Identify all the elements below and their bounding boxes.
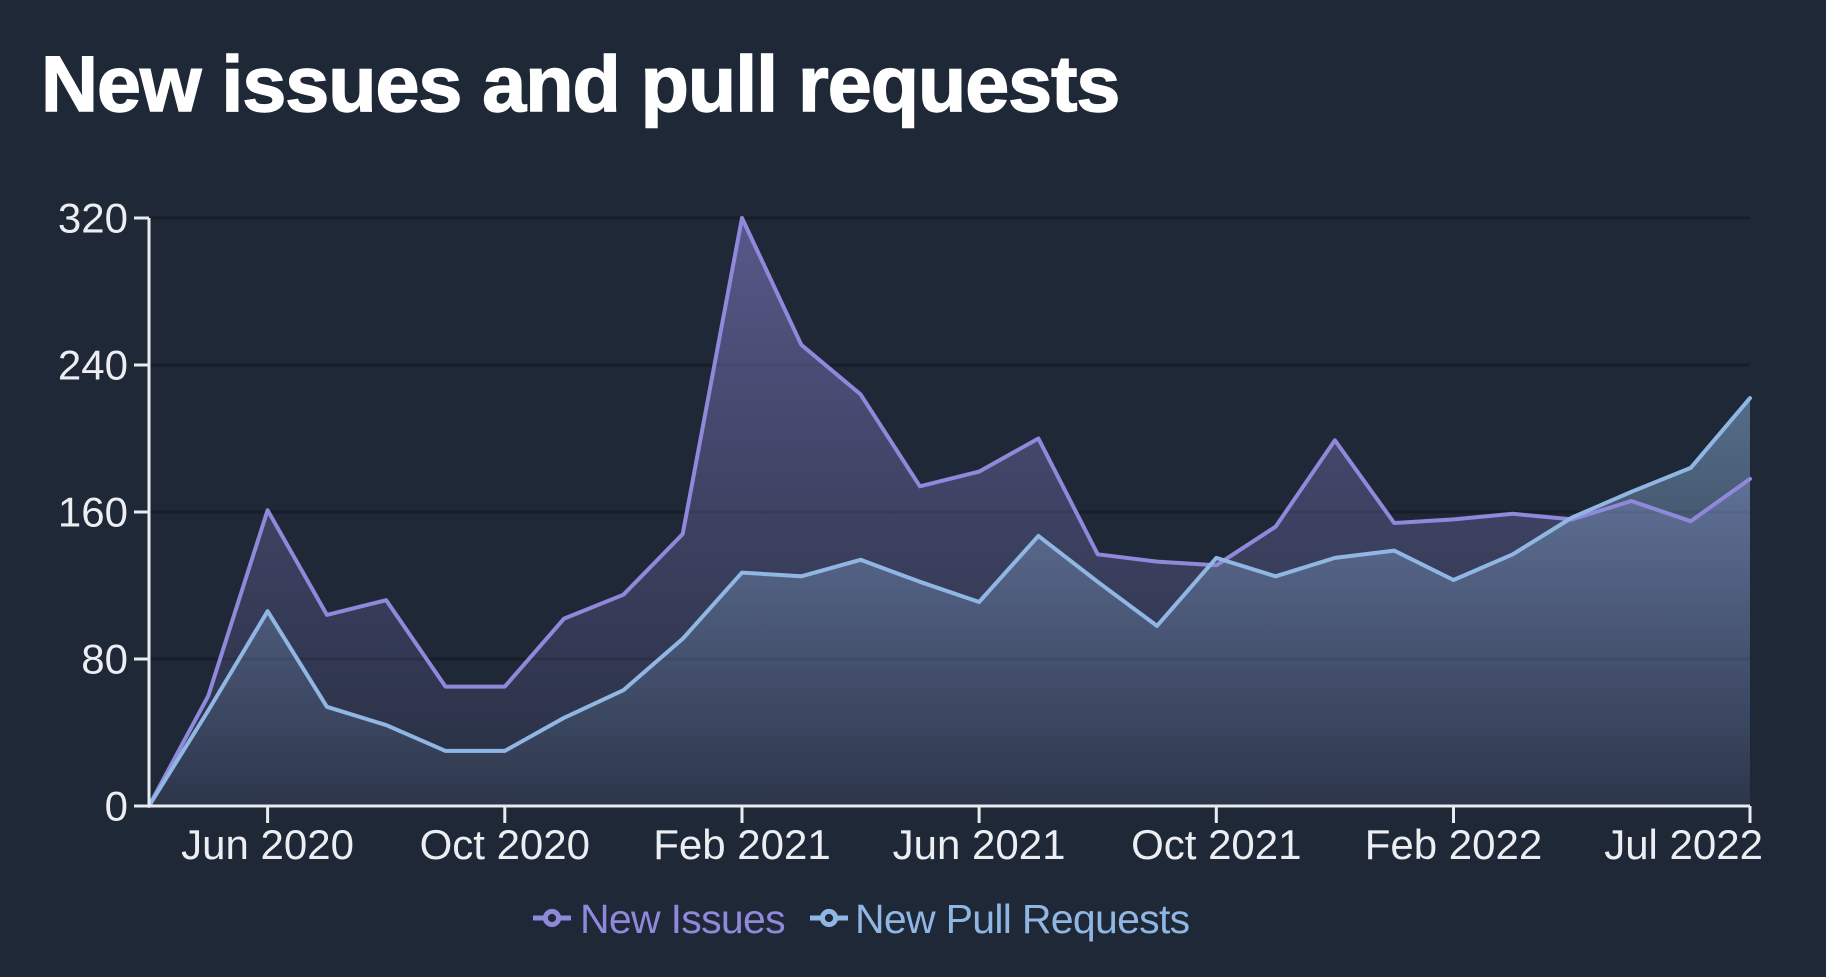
svg-text:Feb 2021: Feb 2021: [653, 821, 830, 868]
svg-text:New issues and pull requests: New issues and pull requests: [41, 39, 1119, 128]
svg-text:0: 0: [105, 783, 128, 830]
svg-text:New Issues: New Issues: [580, 896, 785, 942]
svg-text:320: 320: [58, 195, 128, 242]
svg-text:80: 80: [81, 636, 128, 683]
svg-text:Jul 2022: Jul 2022: [1604, 821, 1763, 868]
svg-text:New Pull Requests: New Pull Requests: [855, 896, 1190, 942]
svg-text:Jun 2020: Jun 2020: [181, 821, 354, 868]
svg-text:Oct 2021: Oct 2021: [1131, 821, 1301, 868]
svg-text:Oct 2020: Oct 2020: [420, 821, 590, 868]
svg-text:160: 160: [58, 489, 128, 536]
svg-text:Jun 2021: Jun 2021: [893, 821, 1066, 868]
svg-text:240: 240: [58, 342, 128, 389]
svg-text:Feb 2022: Feb 2022: [1365, 821, 1542, 868]
